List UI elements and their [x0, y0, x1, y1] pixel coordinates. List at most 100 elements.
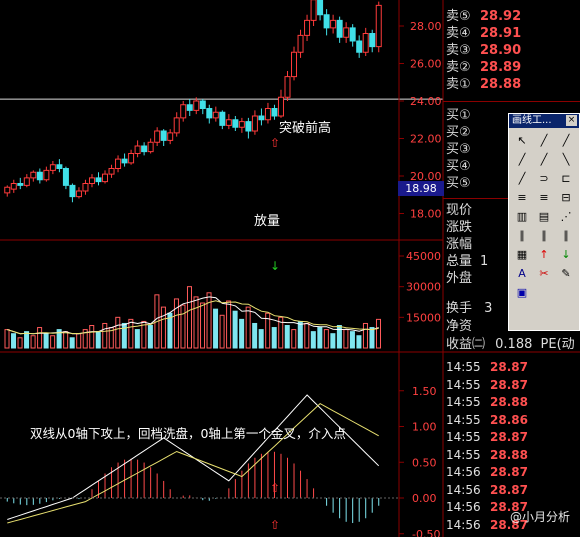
box-icon[interactable]: ⊟ — [561, 191, 571, 204]
rect-icon[interactable]: ⊏ — [561, 172, 571, 185]
volume-bar — [186, 286, 192, 349]
candle-body — [121, 158, 128, 164]
candle-body — [232, 119, 239, 128]
volume-bar — [258, 329, 264, 349]
volume-bar — [343, 329, 349, 349]
up-arrow-icon[interactable]: ↑ — [539, 248, 549, 261]
line-icon[interactable]: ╱ — [540, 134, 548, 147]
price-tick-label: 26.00 — [410, 58, 442, 71]
netasset-row: 净资 — [446, 318, 472, 335]
buy-row: 买⑤ — [446, 175, 474, 192]
sell-row: 卖③ 28.90 — [446, 42, 521, 59]
channel-icon[interactable]: ╱ — [518, 172, 526, 185]
volume-bar — [323, 329, 329, 349]
candle-body — [108, 168, 115, 175]
candle-body — [173, 117, 180, 134]
candle-body — [82, 183, 89, 192]
netasset-label: 净资 — [446, 319, 473, 334]
candle-body — [238, 121, 245, 128]
volume-bar — [245, 306, 251, 349]
candle-body — [147, 141, 154, 153]
volume-bar — [160, 306, 166, 349]
tick-price: 28.87 — [490, 377, 528, 392]
volume-bar — [284, 325, 290, 349]
volume-bar — [173, 298, 179, 349]
gann-icon[interactable]: ≡ — [539, 191, 549, 204]
candle-body — [206, 108, 213, 119]
grid-icon[interactable]: ▥ — [516, 210, 528, 223]
cycle-icon[interactable]: ∥ — [541, 229, 547, 242]
drawing-toolbox[interactable]: 画线工... × ↖ ╱ ╱ ╱ ╱ ╲ ╱ ⊃ ⊏ ≡ ≡ ⊟ ▥ ▤ ⋰ ∥ ∥ ∥ ▦ ↑ ↓ A ✂ ✎ ▣ — [508, 113, 580, 331]
volume-bar — [30, 335, 36, 349]
fib-icon[interactable]: ≡ — [517, 191, 527, 204]
candle-body — [128, 153, 135, 164]
matrix-icon[interactable]: ▦ — [516, 248, 528, 261]
macd-arrow-icon-2: ⇧ — [270, 518, 281, 532]
down-arrow-icon[interactable]: ↓ — [561, 248, 571, 261]
downtrend-icon[interactable]: ╲ — [562, 153, 570, 166]
candle-body — [23, 177, 30, 186]
parallel-icon[interactable]: ∥ — [519, 229, 525, 242]
delete-icon[interactable]: ✂ — [539, 267, 549, 280]
volume-bar — [76, 333, 82, 349]
volume-bar — [265, 312, 271, 349]
text-icon[interactable]: A — [518, 267, 526, 280]
pointer-icon[interactable]: ↖ — [517, 134, 527, 147]
segment-icon[interactable]: ╱ — [518, 153, 526, 166]
volume-bar — [278, 316, 284, 349]
volume-bar — [356, 335, 362, 349]
quote-price: 28.90 — [480, 43, 522, 58]
pe-label: PE(动 — [540, 337, 575, 352]
volume-bar — [232, 310, 238, 349]
sell-row: 卖④ 28.91 — [446, 25, 521, 42]
macd-annotation: 双线从0轴下攻上，回档洗盘，0轴上第一个金叉，介入点 — [30, 426, 346, 441]
arc-icon[interactable]: ⊃ — [539, 172, 549, 185]
tick-time: 14:56 — [446, 517, 481, 532]
quote-price: 28.89 — [480, 60, 522, 75]
volume-bar — [4, 329, 10, 349]
period-icon[interactable]: ∥ — [563, 229, 569, 242]
volume-bar — [63, 331, 69, 349]
buy-row: 买② — [446, 124, 474, 141]
price-tick-label: 22.00 — [410, 133, 442, 146]
stat-label: 外盘 — [446, 271, 473, 286]
candle-body — [277, 96, 284, 117]
candle-body — [75, 190, 82, 198]
volume-arrow-icon: ↓ — [270, 259, 281, 273]
candle-body — [343, 27, 350, 38]
fan-icon[interactable]: ⋰ — [560, 210, 572, 223]
tick-price: 28.87 — [490, 360, 528, 374]
candle-body — [167, 132, 174, 141]
volume-bar — [167, 312, 173, 349]
volume-total-value: 1 — [480, 254, 489, 269]
tick-row: 14:55 28.87 — [446, 377, 528, 395]
price-tick-label: 18.00 — [410, 208, 442, 221]
turnover-row: 换手 3 — [446, 300, 492, 317]
sell-row: 卖② 28.89 — [446, 59, 521, 76]
bars-icon[interactable]: ▤ — [538, 210, 550, 223]
volume-bar — [200, 302, 206, 349]
volume-bar — [213, 308, 219, 349]
save-icon[interactable]: ▣ — [516, 286, 528, 299]
tick-row: 14:56 28.87 — [446, 517, 528, 535]
tick-price: 28.87 — [490, 465, 528, 479]
trend-icon[interactable]: ╱ — [540, 153, 548, 166]
candle-body — [251, 115, 258, 132]
toolbox-close-icon[interactable]: × — [566, 115, 577, 126]
candle-body — [369, 33, 376, 48]
volume-bar — [297, 320, 303, 349]
candle-body — [225, 119, 232, 126]
income-row: 收益㈡ 0.188 PE(动 — [446, 336, 575, 353]
pen-icon[interactable]: ✎ — [561, 267, 571, 280]
ray-icon[interactable]: ╱ — [562, 134, 570, 147]
volume-bar — [128, 318, 134, 349]
candle-body — [186, 104, 193, 111]
volume-bar — [310, 331, 316, 349]
tick-time: 14:55 — [446, 360, 481, 374]
candle-body — [264, 108, 271, 121]
turnover-label: 换手 — [446, 301, 473, 316]
candle-body — [154, 130, 161, 143]
volume-bar — [375, 318, 381, 349]
volume-bar — [317, 327, 323, 349]
